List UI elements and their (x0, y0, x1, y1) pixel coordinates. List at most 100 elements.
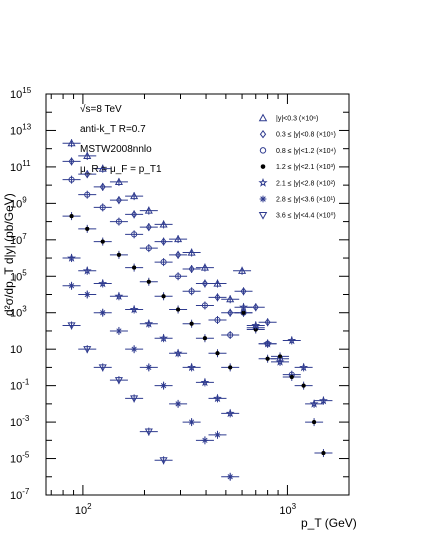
data-point (195, 334, 214, 343)
data-point (109, 250, 128, 259)
data-point (93, 278, 112, 288)
data-point (221, 363, 240, 372)
series-0 (62, 138, 252, 304)
data-point (139, 427, 158, 436)
annotations: √s=8 TeV anti-k_T R=0.7 MSTW2008nnlo μ_R… (80, 103, 162, 175)
data-point (294, 362, 313, 372)
data-point (246, 320, 265, 330)
data-point (109, 376, 128, 385)
data-point (208, 349, 227, 358)
data-point (125, 191, 144, 201)
data-point (195, 436, 214, 445)
axis-ticks (46, 93, 350, 496)
data-point (169, 272, 188, 281)
data-point (139, 244, 158, 253)
data-point (62, 212, 81, 221)
data-point (139, 319, 158, 328)
x-tick-label: 102 (75, 502, 92, 517)
data-point (93, 182, 112, 191)
y-tick-label: 107 (10, 232, 27, 247)
annotation-pdf: MSTW2008nnlo (80, 144, 152, 155)
data-point (154, 381, 173, 390)
data-point (182, 319, 201, 328)
data-point (93, 203, 112, 212)
data-point (154, 258, 173, 267)
data-point (234, 287, 253, 296)
x-axis-label: p_T (GeV) (301, 516, 357, 530)
y-tick-label: 10-3 (10, 414, 30, 429)
legend-entry-0: |y|<0.3 (×10⁶) (258, 113, 318, 123)
data-point (139, 206, 158, 215)
legend-entry-3: 1.2 ≤ |y|<2.1 (×10³) (260, 164, 335, 171)
data-point (109, 326, 128, 335)
data-markers (62, 138, 333, 481)
series-6 (62, 321, 173, 465)
data-point (233, 266, 252, 275)
x-tick-label: 103 (279, 502, 296, 517)
data-point (125, 394, 144, 403)
data-point (125, 230, 144, 239)
annotation-scale: μ_R = μ_F = p_T1 (80, 164, 162, 175)
data-point (305, 399, 324, 408)
x-tick-labels: 102 103 (75, 502, 297, 517)
data-point (258, 354, 277, 363)
data-point (93, 237, 112, 246)
data-point (78, 151, 97, 160)
data-point (169, 305, 188, 314)
data-point (154, 237, 173, 246)
data-point (109, 196, 128, 205)
data-point (139, 277, 158, 286)
data-point (169, 234, 188, 244)
data-point (93, 363, 112, 372)
legend-entry-1: 0.3 ≤ |y|<0.8 (×10⁵) (259, 129, 336, 139)
data-point (78, 345, 97, 354)
data-point (169, 399, 188, 408)
series-4 (62, 253, 333, 418)
y-tick-labels: 10-7 10-5 10-3 10-1 10 103 105 107 109 1011 1013 10… (10, 86, 32, 502)
data-point (78, 170, 97, 179)
data-point (182, 248, 201, 257)
data-point (208, 430, 227, 439)
annotation-sqrt-s: √s=8 TeV (80, 103, 122, 115)
data-point (109, 177, 128, 186)
legend: |y|<0.3 (×10⁶) 0.3 ≤ |y|<0.8 (×10⁵) 0.8 ≤ … (258, 113, 336, 220)
data-point (208, 393, 227, 403)
data-point (139, 363, 158, 372)
data-point (109, 291, 128, 301)
data-point (62, 321, 81, 330)
data-point (182, 264, 201, 274)
data-point (109, 217, 128, 226)
data-point (221, 295, 240, 304)
y-tick-label: 1011 (10, 159, 31, 174)
data-point (154, 456, 173, 465)
data-point (125, 263, 144, 272)
data-point (182, 287, 201, 296)
data-point (169, 348, 188, 358)
data-point (314, 396, 333, 405)
legend-entry-6: 3.6 ≤ |y|<4.4 (×10⁰) (258, 212, 336, 220)
y-tick-label: 1015 (10, 86, 32, 101)
data-point (62, 253, 81, 263)
data-point (62, 281, 81, 290)
data-point (154, 220, 173, 229)
legend-label: 0.8 ≤ |y|<1.2 (×10⁴) (276, 148, 336, 155)
data-point (234, 302, 253, 312)
legend-label: 3.6 ≤ |y|<4.4 (×10⁰) (276, 212, 336, 220)
data-point (78, 190, 97, 199)
data-point (125, 210, 144, 219)
data-point (195, 377, 214, 387)
y-tick-label: 103 (10, 305, 27, 320)
y-tick-label: 1013 (10, 122, 32, 137)
data-point (154, 292, 173, 301)
data-point (78, 266, 97, 275)
legend-entry-2: 0.8 ≤ |y|<1.2 (×10⁴) (259, 147, 336, 155)
data-point (154, 333, 173, 343)
legend-label: 2.1 ≤ |y|<2.8 (×10²) (276, 180, 335, 187)
series-5 (62, 281, 240, 481)
data-point (93, 308, 112, 317)
legend-label: 1.2 ≤ |y|<2.1 (×10³) (276, 164, 335, 171)
data-point (305, 418, 324, 427)
data-point (195, 279, 214, 288)
y-tick-label: 10-1 (10, 378, 30, 393)
